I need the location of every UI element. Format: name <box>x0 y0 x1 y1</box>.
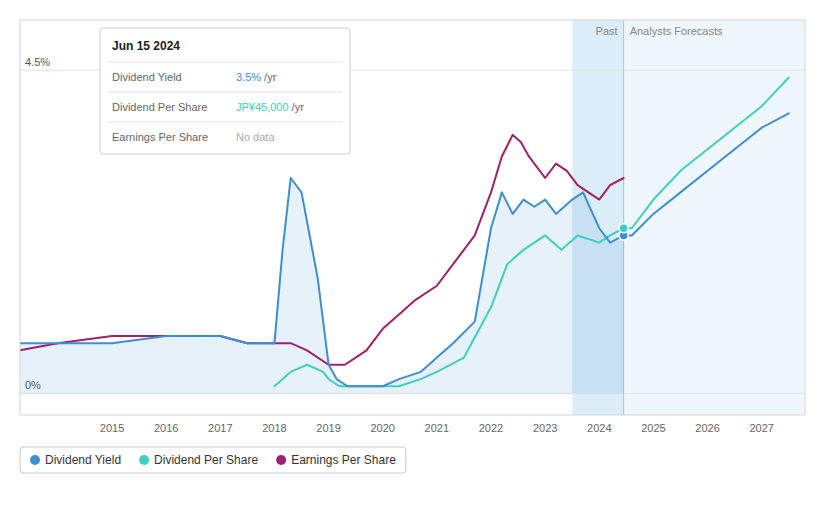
legend-marker <box>276 455 286 465</box>
tooltip-row-unit: /yr <box>264 71 277 83</box>
x-tick-label: 2023 <box>533 422 557 434</box>
tooltip-row-value: JP¥45,000 <box>236 101 289 113</box>
plot-area <box>20 20 805 415</box>
plot-frame <box>20 20 805 415</box>
legend-label: Earnings Per Share <box>291 453 396 467</box>
x-tick-label: 2017 <box>208 422 232 434</box>
tooltip-separator <box>108 62 342 63</box>
annotation: Analysts Forecasts <box>630 25 723 37</box>
x-tick-label: 2018 <box>262 422 286 434</box>
legend-label: Dividend Per Share <box>154 453 258 467</box>
x-tick-label: 2015 <box>100 422 124 434</box>
tooltip-row-name: Dividend Yield <box>112 71 182 83</box>
tooltip-row-value: 3.5% <box>236 71 261 83</box>
legend-box <box>20 447 406 473</box>
background <box>0 0 821 508</box>
tooltip-title: Jun 15 2024 <box>112 39 180 53</box>
legend: Dividend Yield Dividend Per Share Earnings… <box>20 447 406 473</box>
x-tick-label: 2019 <box>316 422 340 434</box>
x-tick-label: 2025 <box>641 422 665 434</box>
x-tick-label: 2020 <box>370 422 394 434</box>
series-line <box>274 77 788 386</box>
y-tick-label: 0% <box>25 379 41 391</box>
x-tick-label: 2027 <box>749 422 773 434</box>
annotation: Past <box>596 25 618 37</box>
tooltip-row-value: No data <box>236 131 275 143</box>
x-tick-label: 2022 <box>479 422 503 434</box>
tooltip-separator <box>108 92 342 93</box>
legend-marker <box>30 455 40 465</box>
tooltip: Jun 15 2024Dividend Yield3.5%/yrDividend… <box>100 28 350 154</box>
legend-marker <box>139 455 149 465</box>
tooltip-separator <box>108 122 342 123</box>
tooltip-row-unit: /yr <box>292 101 305 113</box>
x-tick-label: 2016 <box>154 422 178 434</box>
x-tick-label: 2021 <box>425 422 449 434</box>
tooltip-row-name: Earnings Per Share <box>112 131 208 143</box>
legend-label: Dividend Yield <box>45 453 121 467</box>
x-tick-label: 2026 <box>695 422 719 434</box>
series-line <box>20 135 624 365</box>
current-point <box>619 224 628 233</box>
x-tick-label: 2024 <box>587 422 611 434</box>
tooltip-box <box>100 28 350 154</box>
chart: 0% 4.5% 2015 2016 2017 2018 2019 2020 2021 2022 20… <box>0 0 821 508</box>
y-tick-label: 4.5% <box>25 56 50 68</box>
tooltip-row-name: Dividend Per Share <box>112 101 207 113</box>
